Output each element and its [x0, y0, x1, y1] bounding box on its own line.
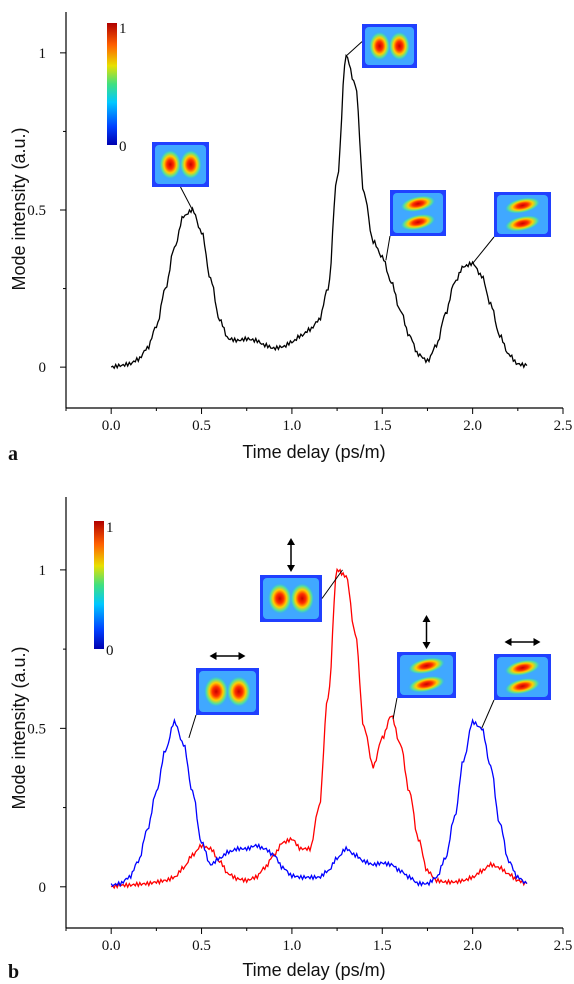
arrowhead [287, 565, 295, 572]
mode-lobe [158, 149, 182, 180]
x-tick-label: 1.0 [283, 938, 302, 954]
colorbar-max-label: 1 [119, 21, 127, 37]
colorbar [94, 521, 104, 649]
y-axis-title: Mode intensity (a.u.) [9, 646, 29, 809]
panel-b: 0.0 0.5 1.0 1.5 2.0 2.5 0 0.5 1 1 0 Time delay (… [8, 497, 572, 983]
x-tick-label: 2.0 [463, 938, 482, 954]
axes-frame: 0.0 0.5 1.0 1.5 2.0 2.5 0 0.5 1 [27, 12, 572, 434]
mode-lobe [368, 31, 391, 61]
mode-pattern-inset [494, 192, 551, 237]
mode-pattern-inset [390, 190, 446, 236]
mode-lobe [203, 675, 229, 708]
axes-frame: 0.0 0.5 1.0 1.5 2.0 2.5 0 0.5 1 [27, 497, 572, 954]
mode-lobe [504, 215, 541, 232]
mode-pattern-inset [260, 575, 322, 622]
arrowhead [287, 538, 295, 545]
leader-line [481, 699, 495, 729]
mode-pattern-inset [362, 24, 417, 68]
arrowhead [422, 615, 431, 622]
arrowhead [422, 642, 431, 649]
plot-lines [110, 567, 528, 890]
panel-label: b [8, 961, 19, 983]
mode-lobe [399, 195, 437, 213]
mode-lobe [407, 675, 446, 693]
leader-line [180, 186, 193, 211]
arrowhead [533, 638, 541, 646]
leader-line [392, 697, 398, 719]
mode-lobe [399, 213, 437, 231]
mode-pattern-inset [152, 142, 209, 187]
arrowhead [504, 638, 512, 646]
y-tick-label: 0 [39, 880, 47, 896]
y-axis-title: Mode intensity (a.u.) [9, 127, 29, 290]
leader-line [345, 41, 363, 57]
y-tick-label: 1 [39, 46, 47, 62]
y-tick-label: 1 [39, 563, 47, 579]
x-tick-label: 2.5 [554, 418, 573, 434]
x-axis-title: Time delay (ps/m) [242, 960, 385, 980]
y-tick-label: 0.5 [27, 203, 46, 219]
mode-lobe [179, 149, 203, 180]
series-line-1 [110, 567, 528, 890]
series-line-1 [110, 54, 528, 370]
x-tick-label: 0.0 [102, 938, 121, 954]
arrowhead [238, 652, 246, 660]
leader-line [321, 569, 343, 599]
mode-pattern-inset [397, 652, 456, 698]
mode-pattern-inset [196, 668, 259, 715]
x-tick-label: 2.0 [463, 418, 482, 434]
series-line-2 [110, 717, 528, 888]
x-tick-label: 1.5 [373, 418, 392, 434]
mode-insets [188, 538, 551, 739]
mode-lobe [289, 582, 315, 615]
mode-insets [152, 24, 551, 264]
leader-line [188, 714, 197, 739]
panel-a: 0.0 0.5 1.0 1.5 2.0 2.5 0 0.5 1 1 0 Time delay (… [8, 12, 572, 465]
mode-lobe [267, 582, 293, 615]
mode-lobe [504, 197, 541, 214]
colorbar-min-label: 0 [119, 139, 127, 155]
mode-lobe [504, 659, 541, 677]
x-tick-label: 1.0 [283, 418, 302, 434]
mode-lobe [388, 31, 411, 61]
plot-lines [110, 54, 528, 370]
x-tick-label: 0.0 [102, 418, 121, 434]
leader-line [472, 236, 495, 264]
x-tick-label: 2.5 [554, 938, 573, 954]
mode-lobe [407, 657, 446, 675]
y-tick-label: 0.5 [27, 721, 46, 737]
arrowhead [209, 652, 217, 660]
mode-pattern-inset [494, 654, 551, 700]
x-axis-title: Time delay (ps/m) [242, 442, 385, 462]
x-tick-label: 0.5 [192, 418, 211, 434]
leader-line [385, 235, 391, 261]
panel-label: a [8, 443, 18, 465]
mode-lobe [226, 675, 252, 708]
colorbar [107, 23, 117, 145]
y-tick-label: 0 [39, 360, 47, 376]
colorbar-max-label: 1 [106, 520, 114, 536]
x-tick-label: 0.5 [192, 938, 211, 954]
x-tick-label: 1.5 [373, 938, 392, 954]
mode-lobe [504, 677, 541, 695]
colorbar-min-label: 0 [106, 643, 114, 659]
